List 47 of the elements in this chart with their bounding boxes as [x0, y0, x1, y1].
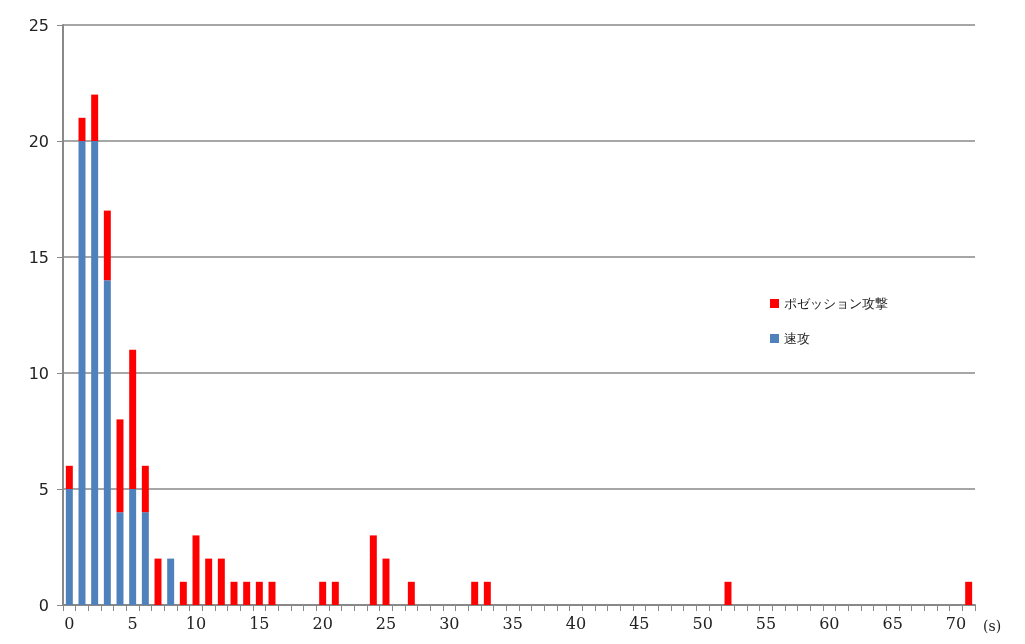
bar: [483, 581, 491, 605]
y-tick-label: 10: [28, 363, 49, 383]
y-tick-label: 5: [38, 479, 49, 499]
bar: [471, 581, 479, 605]
x-tick-label: 25: [375, 613, 397, 633]
legend-label: 速攻: [784, 331, 810, 346]
bar: [129, 489, 137, 605]
x-tick-label: 70: [945, 613, 967, 633]
bar: [243, 581, 251, 605]
bar: [91, 141, 99, 605]
x-tick-label: 0: [64, 613, 75, 633]
y-tick-label: 0: [38, 595, 49, 615]
bar: [103, 210, 111, 281]
bar: [255, 581, 263, 605]
x-tick-label: 65: [882, 613, 903, 633]
x-tick-label: 30: [439, 613, 460, 633]
bar: [91, 94, 99, 141]
x-tick-label: 40: [565, 613, 587, 633]
bar: [179, 581, 187, 605]
y-tick-label: 20: [28, 131, 49, 151]
bar: [205, 558, 213, 605]
bar: [129, 349, 137, 489]
bar: [319, 581, 327, 605]
bar: [217, 558, 225, 605]
x-tick-label: 15: [249, 613, 270, 633]
x-tick-label: 10: [185, 613, 207, 633]
x-tick-label: 50: [692, 613, 713, 633]
bar: [65, 465, 73, 489]
y-tick-label: 15: [28, 247, 49, 267]
bar: [167, 558, 175, 605]
x-tick-label: 5: [127, 613, 138, 633]
x-tick-label: 35: [502, 613, 523, 633]
x-tick-label: 45: [629, 613, 650, 633]
x-tick-label: 60: [819, 613, 840, 633]
bar: [965, 581, 973, 605]
legend-label: ポゼッション攻撃: [784, 296, 888, 311]
bar: [331, 581, 339, 605]
x-tick-label: 55: [755, 613, 777, 633]
bar: [141, 512, 149, 605]
y-tick-label: 25: [28, 15, 49, 35]
x-axis-title: (s): [983, 618, 1002, 634]
bar: [103, 280, 111, 605]
bar: [65, 489, 73, 605]
x-tick-label: 20: [312, 613, 333, 633]
bar: [369, 535, 377, 605]
bar: [407, 581, 415, 605]
bar: [141, 465, 149, 513]
